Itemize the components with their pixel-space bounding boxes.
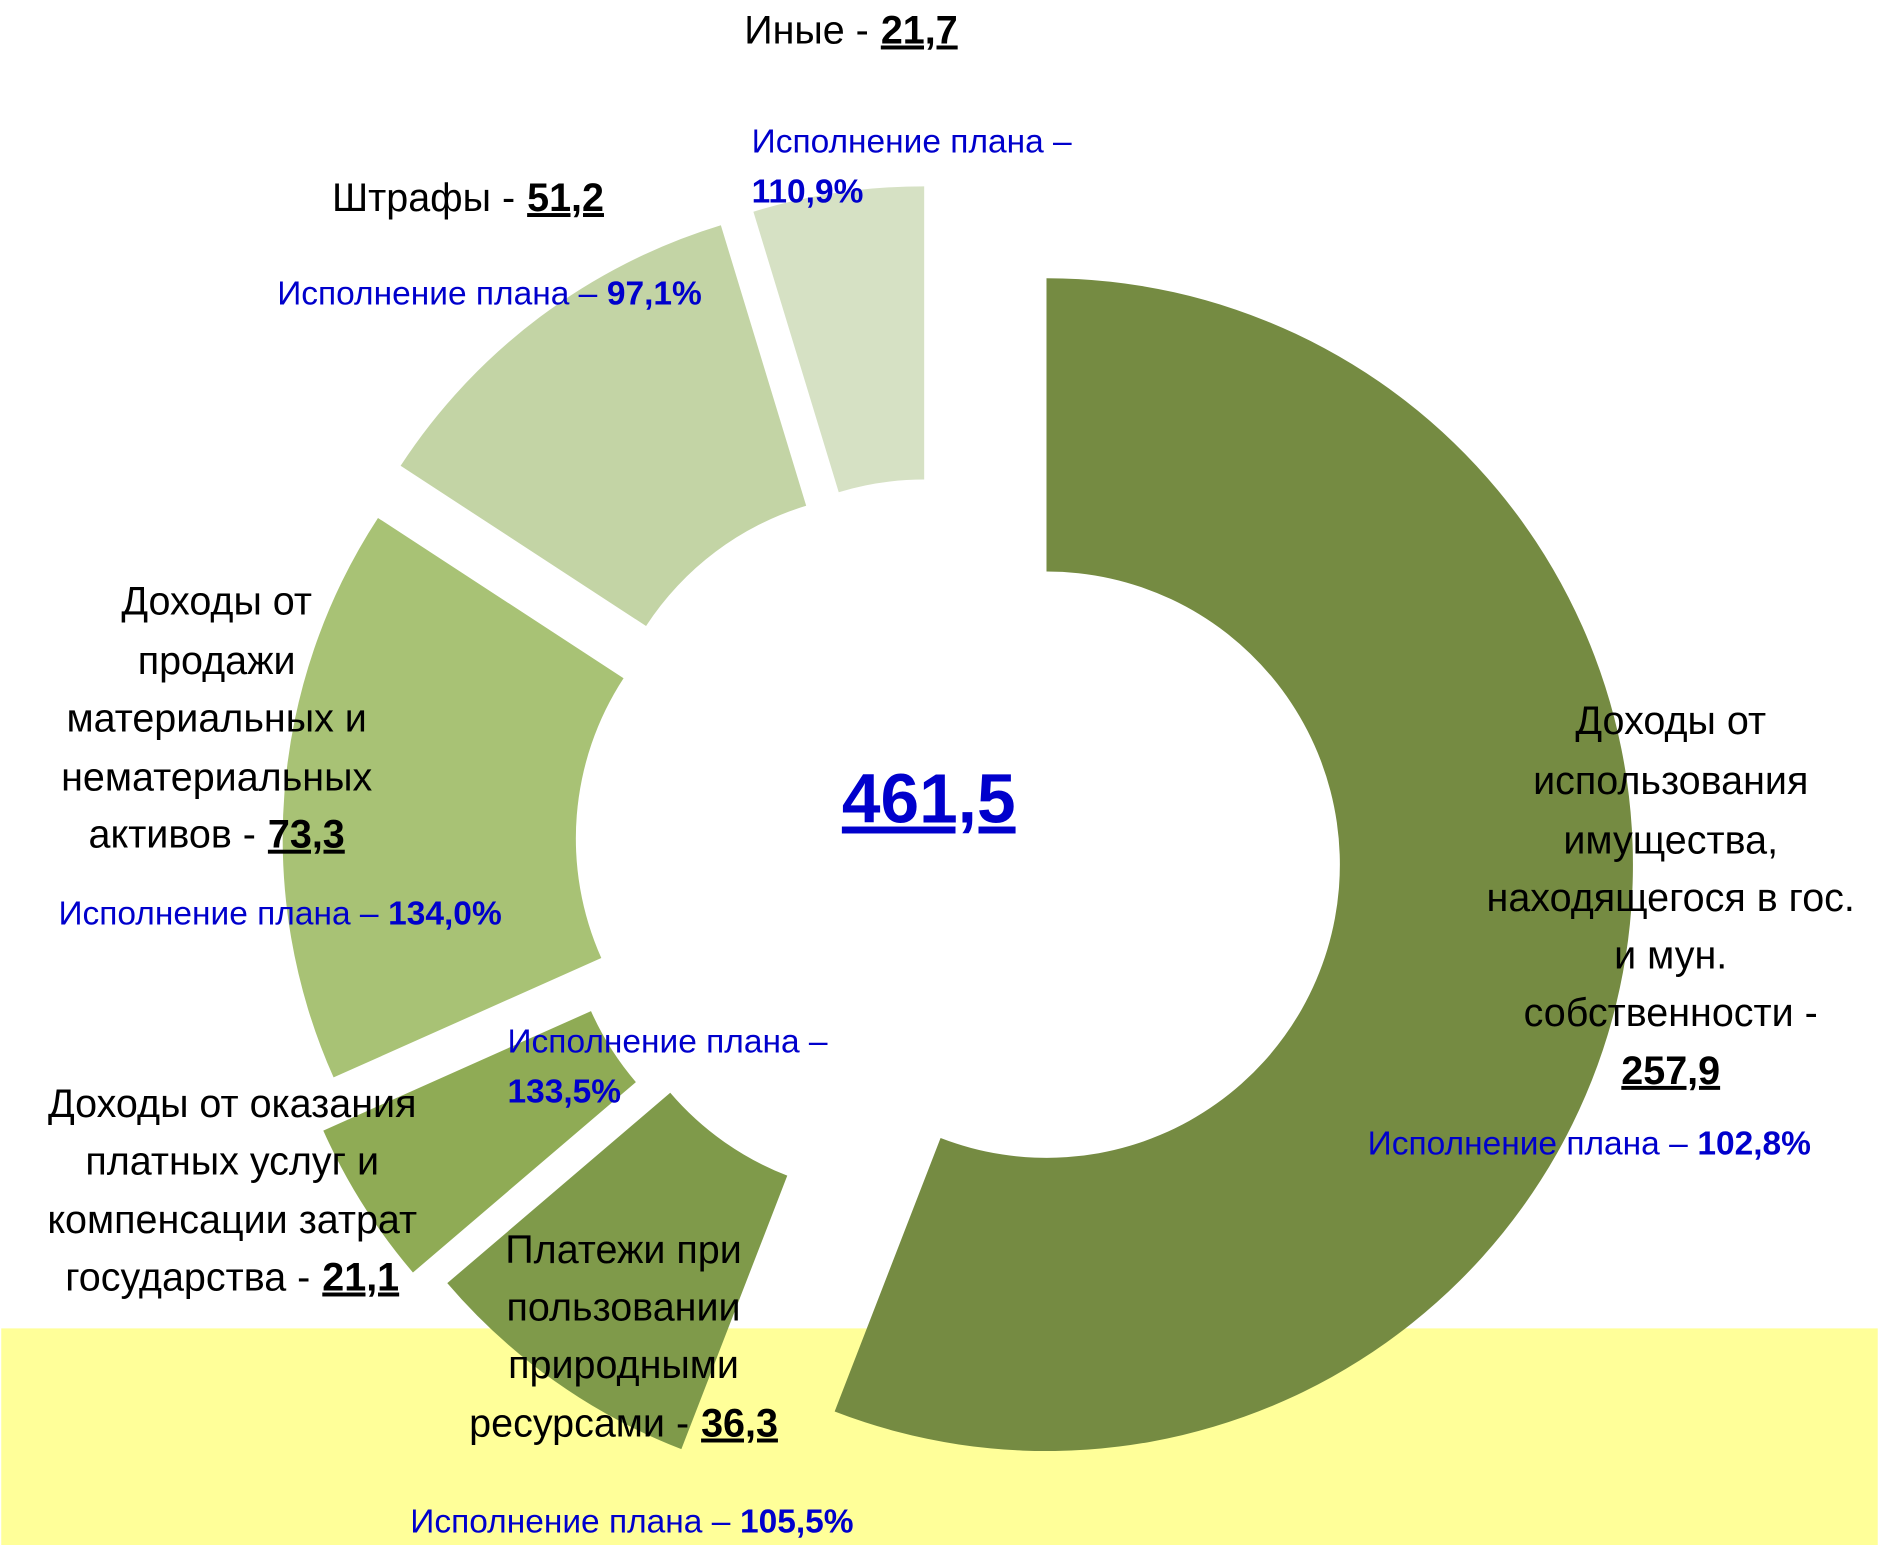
donut-segment: [400, 225, 807, 627]
category-label: Доходы от: [121, 580, 312, 624]
category-line: ресурсами -: [469, 1402, 689, 1446]
category-line: Доходы от оказания: [48, 1082, 417, 1126]
total-label: 461,5: [842, 760, 1016, 838]
donut-segment: [834, 278, 1633, 1452]
plan-value: 97,1%: [607, 275, 702, 312]
category-line: природными: [508, 1343, 739, 1387]
category-line: и мун.: [1614, 934, 1727, 978]
plan-value: 134,0%: [388, 895, 502, 932]
category-line: государства -: [65, 1256, 310, 1300]
category-line: активов -: [89, 813, 256, 857]
category-line: материальных и: [66, 697, 366, 741]
category-line: Иные -: [744, 9, 869, 53]
plan-prefix: Исполнение плана –: [1368, 1125, 1688, 1162]
plan-label: Исполнение плана – 97,1%: [277, 275, 702, 312]
category-label: Доходы от оказания: [48, 1082, 417, 1126]
plan-label: Исполнение плана – 134,0%: [58, 895, 501, 932]
value-label: 73,3: [268, 813, 345, 857]
category-line: нематериальных: [61, 756, 372, 800]
plan-value: 110,9%: [752, 174, 864, 211]
plan-prefix: Исполнение плана –: [507, 1023, 827, 1060]
category-label: материальных и: [66, 697, 366, 741]
category-line: компенсации затрат: [47, 1199, 417, 1243]
plan-prefix: Исполнение плана –: [752, 123, 1072, 160]
plan-label: Исполнение плана –102,8%: [1368, 1125, 1811, 1162]
plan-value: 102,8%: [1697, 1125, 1811, 1162]
value-label: 257,9: [1621, 1049, 1720, 1093]
plan-prefix: Исполнение плана –: [410, 1503, 730, 1540]
category-label: нематериальных: [61, 756, 372, 800]
category-line: продажи: [138, 640, 296, 684]
category-label: Иные - 21,7: [744, 9, 957, 53]
category-label: ресурсами - 36,3: [469, 1402, 778, 1446]
value-label: 21,7: [881, 9, 958, 53]
plan-value: 105,5%: [740, 1503, 854, 1540]
category-label: Доходы от: [1575, 699, 1766, 743]
plan-prefix: Исполнение плана –: [58, 895, 378, 932]
category-line: платных услуг и: [85, 1140, 379, 1184]
category-label: и мун.: [1614, 934, 1727, 978]
category-label: Платежи при: [505, 1228, 742, 1272]
category-label: платных услуг и: [85, 1140, 379, 1184]
donut-segment: [447, 1092, 788, 1450]
donut-segment: [282, 517, 624, 1078]
category-line: собственности -: [1524, 991, 1818, 1035]
category-label: использования: [1533, 759, 1808, 803]
plan-prefix: Исполнение плана –: [277, 275, 597, 312]
donut-segment: [753, 186, 925, 493]
value-label: 51,2: [527, 176, 604, 220]
category-line: пользовании: [506, 1286, 740, 1330]
category-line: Доходы от: [1575, 699, 1766, 743]
category-label: природными: [508, 1343, 739, 1387]
donut-segment: [323, 1011, 636, 1273]
category-line: использования: [1533, 759, 1808, 803]
category-line: Штрафы -: [332, 176, 515, 220]
category-line: находящегося в гос.: [1487, 877, 1855, 921]
category-line: Платежи при: [505, 1228, 742, 1272]
category-label: продажи: [138, 640, 296, 684]
plan-label: Исполнение плана – 105,5%: [410, 1503, 853, 1540]
category-line: имущества,: [1563, 819, 1778, 863]
value-label: 21,1: [322, 1256, 399, 1300]
category-label: пользовании: [506, 1286, 740, 1330]
category-label: государства - 21,1: [65, 1256, 399, 1300]
value-label: 36,3: [701, 1402, 778, 1446]
category-label: компенсации затрат: [47, 1199, 417, 1243]
category-label: активов - 73,3: [89, 813, 345, 857]
plan-value: 133,5%: [507, 1074, 621, 1111]
category-label: Штрафы - 51,2: [332, 176, 604, 220]
category-label: собственности -: [1524, 991, 1818, 1035]
category-label: находящегося в гос.: [1487, 877, 1855, 921]
category-label: имущества,: [1563, 819, 1778, 863]
category-line: Доходы от: [121, 580, 312, 624]
